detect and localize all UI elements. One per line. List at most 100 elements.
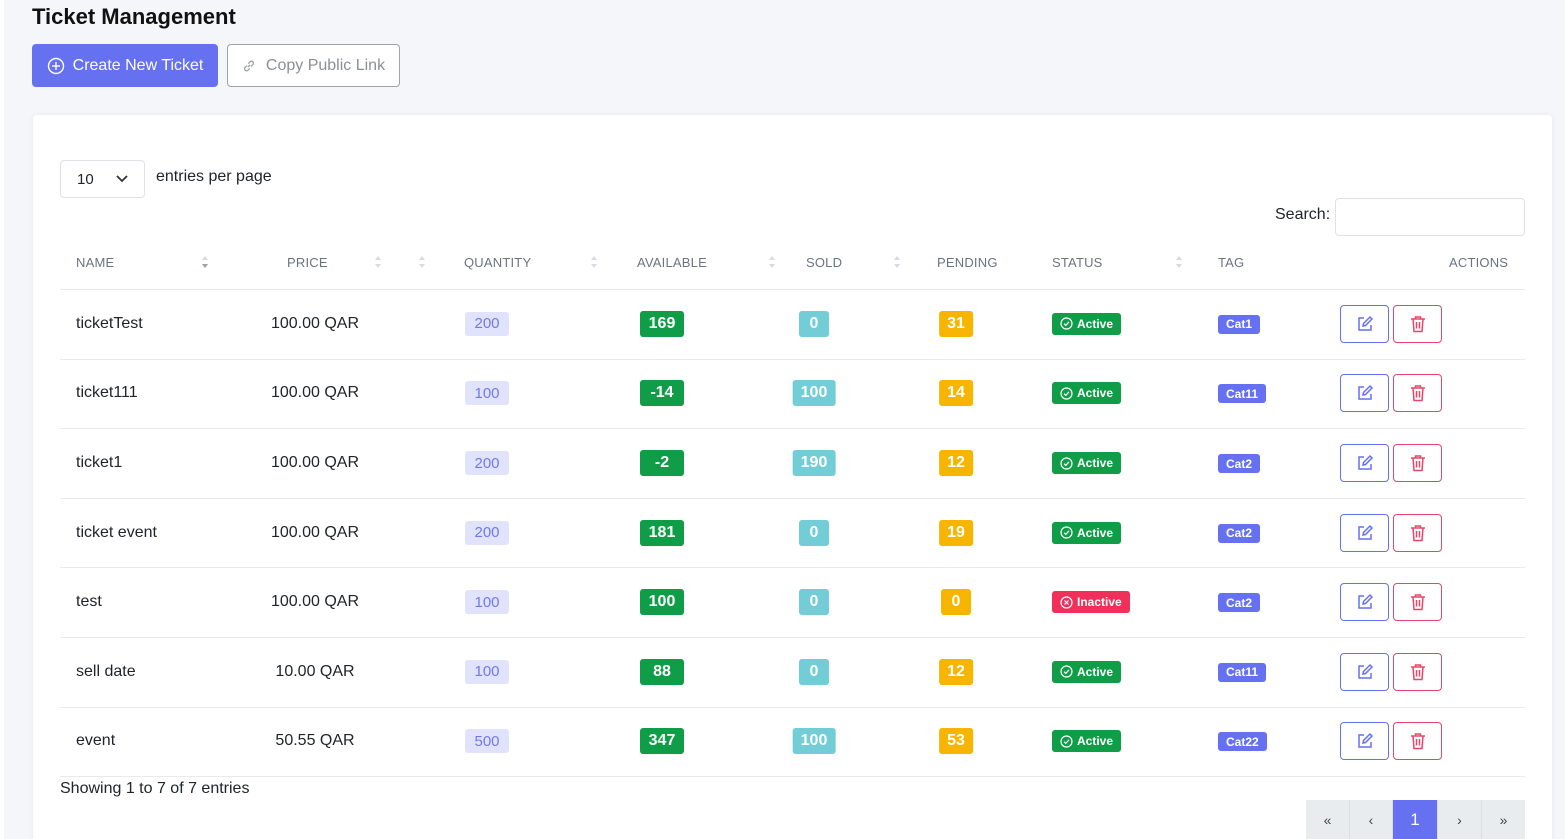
- status-label: Active: [1077, 664, 1114, 679]
- delete-ticket-button[interactable]: [1393, 583, 1442, 622]
- create-ticket-label: Create New Ticket: [72, 56, 204, 74]
- delete-ticket-button[interactable]: [1393, 652, 1442, 691]
- sold-badge: 100: [792, 380, 836, 407]
- available-badge: 100: [640, 589, 684, 616]
- edit-ticket-button[interactable]: [1340, 374, 1389, 413]
- trash-icon: [1410, 316, 1425, 333]
- search-input[interactable]: [1335, 198, 1525, 236]
- ticket-price: 100.00 QAR: [270, 523, 360, 541]
- status-label: Active: [1077, 386, 1114, 401]
- create-ticket-button[interactable]: Create New Ticket: [32, 44, 218, 87]
- quantity-badge: 100: [465, 659, 509, 684]
- row-divider: [60, 428, 1525, 429]
- edit-ticket-button[interactable]: [1340, 513, 1389, 552]
- row-divider: [60, 498, 1525, 499]
- tag-badge: Cat11: [1218, 662, 1267, 682]
- column-header-pending[interactable]: PENDING: [937, 255, 998, 270]
- status-label: Active: [1077, 734, 1114, 749]
- pagination-prev[interactable]: ‹: [1350, 800, 1393, 839]
- tag-badge: Cat1: [1218, 314, 1261, 334]
- available-badge: -2: [640, 450, 684, 476]
- delete-ticket-button[interactable]: [1393, 444, 1442, 482]
- ticket-name: ticket event: [76, 523, 157, 541]
- edit-ticket-button[interactable]: [1340, 652, 1389, 691]
- sort-icon: [894, 256, 900, 268]
- pending-badge: 0: [941, 589, 971, 616]
- quantity-badge: 200: [465, 311, 509, 336]
- row-divider: [60, 359, 1525, 360]
- trash-icon: [1410, 455, 1425, 472]
- trash-icon: [1410, 733, 1425, 750]
- edit-ticket-button[interactable]: [1340, 444, 1389, 482]
- column-header-sold[interactable]: SOLD: [806, 255, 843, 270]
- ticket-price: 10.00 QAR: [275, 662, 355, 680]
- ticket-price: 100.00 QAR: [270, 384, 360, 402]
- sort-icon: [769, 256, 775, 268]
- sold-badge: 0: [799, 519, 829, 546]
- row-divider: [60, 637, 1525, 638]
- status-label: Active: [1077, 525, 1114, 540]
- pagination-last[interactable]: »: [1482, 800, 1525, 839]
- sold-badge: 0: [799, 658, 829, 685]
- delete-ticket-button[interactable]: [1393, 304, 1442, 343]
- delete-ticket-button[interactable]: [1393, 374, 1442, 413]
- delete-ticket-button[interactable]: [1393, 722, 1442, 761]
- status-label: Active: [1077, 456, 1114, 470]
- column-header-tag[interactable]: TAG: [1218, 255, 1245, 270]
- ticket-name: sell date: [76, 662, 136, 680]
- pending-badge: 12: [939, 658, 973, 685]
- chevron-down-icon: [116, 175, 128, 183]
- pagination-next[interactable]: ›: [1438, 800, 1482, 839]
- status-badge: Active: [1052, 382, 1122, 405]
- edit-icon: [1357, 733, 1373, 749]
- edit-icon: [1357, 454, 1373, 470]
- pending-badge: 14: [939, 380, 973, 407]
- search-label: Search:: [1275, 206, 1331, 223]
- status-label: Inactive: [1077, 595, 1122, 610]
- edit-icon: [1357, 524, 1373, 540]
- ticket-name: test: [76, 593, 102, 611]
- ticket-name: ticketTest: [76, 314, 143, 332]
- edit-icon: [1357, 385, 1373, 401]
- column-header-quantity[interactable]: QUANTITY: [464, 255, 532, 270]
- check-circle-icon: [1060, 387, 1073, 400]
- pagination-first[interactable]: «: [1306, 800, 1350, 839]
- ticket-name: ticket111: [76, 384, 138, 402]
- column-header-price[interactable]: PRICE: [287, 255, 328, 270]
- delete-ticket-button[interactable]: [1393, 513, 1442, 552]
- edit-ticket-button[interactable]: [1340, 722, 1389, 761]
- check-circle-icon: [1060, 665, 1073, 678]
- column-header-name[interactable]: NAME: [76, 255, 115, 270]
- check-circle-icon: [1060, 735, 1073, 748]
- pagination-page-1[interactable]: 1: [1393, 800, 1438, 839]
- ticket-price: 100.00 QAR: [270, 593, 360, 611]
- column-header-status[interactable]: STATUS: [1052, 255, 1103, 270]
- quantity-badge: 200: [465, 520, 509, 545]
- ticket-price: 100.00 QAR: [270, 454, 360, 471]
- table-divider: [60, 289, 1525, 290]
- entries-per-page-select[interactable]: 10: [60, 160, 145, 198]
- status-label: Active: [1077, 316, 1114, 331]
- quantity-badge: 100: [465, 590, 509, 615]
- edit-ticket-button[interactable]: [1340, 583, 1389, 622]
- sold-badge: 0: [799, 310, 829, 337]
- tickets-card: [33, 115, 1552, 839]
- status-badge: Active: [1052, 730, 1122, 753]
- pending-badge: 31: [939, 310, 973, 337]
- tag-badge: Cat2: [1218, 523, 1261, 543]
- sort-icon: [1176, 256, 1182, 268]
- sold-badge: 0: [799, 589, 829, 616]
- row-divider: [60, 567, 1525, 568]
- column-header-actions: ACTIONS: [1449, 255, 1509, 270]
- entries-per-page-value: 10: [77, 170, 94, 188]
- edit-ticket-button[interactable]: [1340, 304, 1389, 343]
- copy-public-link-button[interactable]: Copy Public Link: [227, 44, 400, 87]
- check-circle-icon: [1060, 526, 1073, 539]
- pending-badge: 53: [939, 728, 973, 755]
- trash-icon: [1410, 664, 1425, 681]
- sort-icon: [419, 256, 425, 268]
- column-header-available[interactable]: AVAILABLE: [637, 255, 707, 270]
- edit-icon: [1357, 594, 1373, 609]
- tag-badge: Cat22: [1218, 732, 1267, 752]
- table-info: Showing 1 to 7 of 7 entries: [60, 780, 250, 797]
